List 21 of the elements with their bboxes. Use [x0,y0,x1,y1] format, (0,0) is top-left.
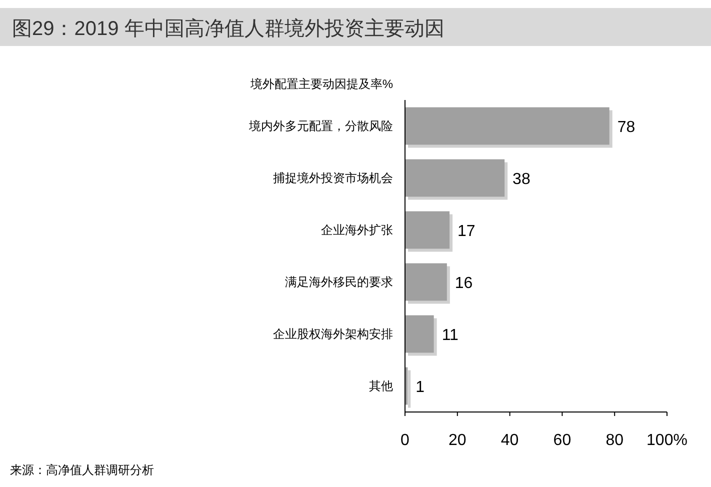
x-tick-label: 100% [646,432,688,449]
data-label: 1 [416,379,425,396]
y-tick-label: 捕捉境外投资市场机会 [273,171,393,185]
x-tick-label: 40 [500,432,519,449]
data-label: 11 [442,327,459,344]
y-tick-label: 企业海外扩张 [321,223,393,237]
x-tick-label: 60 [553,432,572,449]
data-label: 17 [458,223,476,240]
data-label: 16 [454,275,473,292]
x-tick-label: 20 [448,432,466,449]
y-tick-label: 其他 [369,379,393,393]
y-tick-label: 企业股权海外架构安排 [273,327,393,341]
y-tick-label: 境内外多元配置，分散风险 [248,119,393,133]
data-label: 38 [512,171,530,188]
data-label: 78 [617,119,636,136]
x-tick-label: 80 [606,432,624,449]
chart-subtitle: 境外配置主要动因提及率% [249,77,394,91]
title: 图29：2019 年中国高净值人群境外投资主要动因 [12,18,444,40]
source-note: 来源：高净值人群调研分析 [10,463,154,477]
x-tick-label: 0 [400,432,410,449]
y-tick-label: 满足海外移民的要求 [285,275,393,289]
